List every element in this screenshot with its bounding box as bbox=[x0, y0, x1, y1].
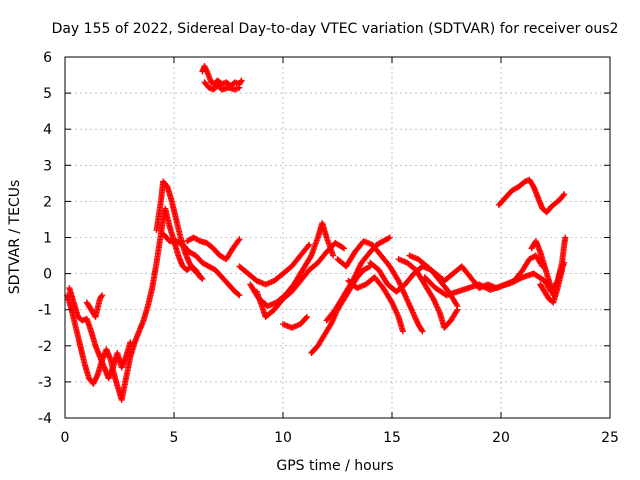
series-arc-7 bbox=[199, 63, 245, 89]
data-point bbox=[454, 306, 461, 313]
series-arc-3 bbox=[83, 292, 106, 320]
ticks-layer: 0 5 10 15 20 25 -4 -3 -2 -1 0 1 2 3 4 5 6 bbox=[38, 50, 619, 446]
y-tick-label: 3 bbox=[43, 158, 52, 174]
data-point bbox=[303, 313, 310, 320]
data-point bbox=[236, 84, 243, 91]
x-tick-label: 20 bbox=[492, 430, 510, 446]
data-point bbox=[238, 77, 245, 84]
series-arc-15 bbox=[334, 238, 426, 335]
data-point bbox=[306, 241, 313, 248]
series-arc-6 bbox=[184, 234, 243, 263]
data-point bbox=[339, 244, 346, 251]
data-point bbox=[341, 245, 348, 252]
data-point bbox=[199, 276, 206, 283]
data-point bbox=[98, 293, 105, 300]
series-arc-22 bbox=[528, 234, 569, 299]
series-arc-9 bbox=[236, 241, 313, 288]
y-tick-label: -3 bbox=[38, 375, 52, 391]
data-point bbox=[235, 237, 242, 244]
data-point bbox=[198, 274, 205, 281]
chart-title: Day 155 of 2022, Sidereal Day-to-day VTE… bbox=[52, 21, 619, 37]
y-tick-label: -1 bbox=[38, 303, 52, 319]
series-arc-1 bbox=[64, 205, 204, 403]
series-arc-8 bbox=[201, 79, 243, 93]
data-point bbox=[419, 328, 426, 335]
data-point bbox=[307, 253, 314, 260]
data-point bbox=[303, 314, 310, 321]
data-point bbox=[330, 252, 337, 259]
data-point bbox=[562, 234, 569, 241]
y-tick-label: -2 bbox=[38, 339, 52, 355]
x-tick-label: 25 bbox=[601, 430, 619, 446]
series-arc-2 bbox=[66, 285, 134, 382]
data-point bbox=[399, 328, 406, 335]
data-point bbox=[305, 242, 312, 249]
series-arc-19 bbox=[406, 252, 546, 292]
data-point bbox=[418, 327, 425, 334]
x-tick-label: 5 bbox=[170, 430, 179, 446]
y-tick-label: 4 bbox=[43, 122, 52, 138]
series-arc-14 bbox=[323, 234, 393, 324]
series-arc-18 bbox=[395, 256, 461, 331]
x-axis-label: GPS time / hours bbox=[276, 458, 393, 474]
series-arc-12 bbox=[280, 313, 310, 331]
y-axis-label: SDTVAR / TECUs bbox=[7, 180, 23, 295]
grid-layer bbox=[65, 57, 610, 418]
data-point bbox=[453, 301, 460, 308]
data-point bbox=[236, 236, 243, 243]
data-point bbox=[235, 291, 242, 298]
data-points-layer bbox=[64, 63, 569, 403]
series-arc-21 bbox=[495, 176, 568, 216]
data-point bbox=[560, 192, 567, 199]
data-point bbox=[559, 266, 566, 273]
data-point bbox=[365, 264, 372, 271]
data-point bbox=[236, 292, 243, 299]
data-point bbox=[386, 234, 393, 241]
x-tick-label: 15 bbox=[383, 430, 401, 446]
series-arc-23 bbox=[537, 266, 566, 306]
y-tick-label: 6 bbox=[43, 50, 52, 66]
x-tick-label: 10 bbox=[274, 430, 292, 446]
series-arc-16 bbox=[345, 274, 406, 335]
data-point bbox=[127, 339, 134, 346]
x-tick-label: 0 bbox=[61, 430, 70, 446]
series-arc-11 bbox=[253, 239, 348, 320]
y-tick-label: 2 bbox=[43, 194, 52, 210]
data-point bbox=[99, 292, 106, 299]
data-point bbox=[561, 191, 568, 198]
data-point bbox=[237, 78, 244, 85]
data-point bbox=[385, 235, 392, 242]
y-tick-label: 1 bbox=[43, 231, 52, 247]
y-tick-label: -4 bbox=[38, 411, 52, 427]
y-tick-label: 0 bbox=[43, 267, 52, 283]
y-tick-label: 5 bbox=[43, 86, 52, 102]
series-arc-5 bbox=[160, 230, 243, 299]
